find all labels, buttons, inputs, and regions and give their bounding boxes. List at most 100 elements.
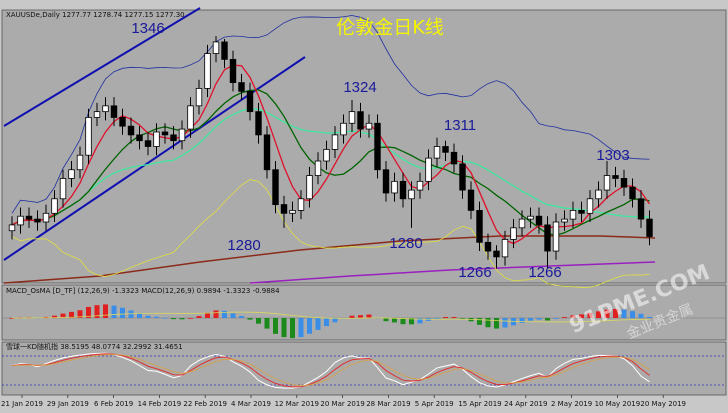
macd-bar: [400, 318, 406, 325]
candle-body: [348, 111, 356, 124]
macd-bar: [553, 318, 559, 319]
candle-body: [17, 215, 24, 226]
macd-bar: [536, 318, 542, 320]
candle-body: [467, 189, 475, 211]
channel-line: [3, 56, 306, 261]
ma-10: [11, 89, 650, 236]
macd-bar: [290, 318, 295, 339]
channel-line: [3, 7, 201, 127]
macd-bar: [222, 310, 227, 318]
macd-bar: [256, 318, 261, 324]
macd-bar: [451, 316, 457, 318]
candle-body: [110, 105, 118, 118]
macd-bar: [596, 311, 601, 318]
chart-title: 伦敦金日K线: [336, 17, 443, 39]
candle-body: [229, 58, 237, 84]
x-tick-label: 21 Jan 2019: [1, 400, 43, 408]
candle-body: [59, 178, 67, 200]
candle-body: [272, 169, 279, 205]
macd-bar: [230, 313, 236, 318]
candle-body: [280, 204, 288, 214]
macd-bar: [528, 318, 533, 321]
candle-body: [102, 105, 109, 113]
candle-body: [518, 218, 526, 229]
candle-body: [204, 53, 211, 89]
candle-body: [119, 117, 126, 127]
macd-label: MACD_OsMA [D_TF] (12,26,9) -1.3323 MACD(…: [6, 287, 280, 295]
macd-bar: [69, 311, 74, 318]
candle-body: [391, 180, 398, 194]
candle-body: [297, 198, 305, 211]
candle-body: [170, 134, 177, 142]
price-annotation: 1346: [131, 20, 164, 37]
macd-bar: [273, 318, 278, 334]
candle-body: [510, 227, 517, 240]
macd-bar: [247, 318, 253, 320]
macd-bar: [239, 316, 244, 318]
macd-bar: [120, 307, 125, 318]
ma-20: [11, 107, 650, 226]
macd-bar: [307, 318, 312, 334]
candle-body: [450, 151, 458, 165]
candle-body: [289, 209, 296, 214]
x-tick-label: 14 Feb 2019: [138, 400, 182, 408]
candle-body: [484, 241, 492, 252]
candle-body: [535, 215, 543, 226]
candle-body: [42, 212, 50, 223]
candle-body: [382, 169, 390, 194]
macd-bar: [111, 305, 117, 318]
candle-body: [646, 218, 653, 237]
macd-bar: [332, 318, 338, 323]
candle-body: [374, 122, 381, 171]
band-upper: [11, 15, 650, 214]
candle-body: [246, 90, 254, 113]
candle-body: [144, 140, 152, 147]
candle-body: [637, 198, 645, 220]
candle-body: [586, 198, 594, 214]
candle-body: [314, 160, 322, 176]
x-tick-label: 10 May 2019: [595, 400, 641, 408]
macd-bar: [562, 317, 567, 318]
macd-bar: [162, 317, 168, 319]
candle-body: [357, 111, 364, 130]
x-tick-label: 28 Mar 2019: [366, 400, 410, 408]
x-tick-label: 5 Apr 2019: [415, 400, 454, 408]
price-annotation: 1303: [596, 147, 629, 164]
candle-body: [433, 146, 441, 159]
x-tick-label: 24 Apr 2019: [504, 400, 547, 408]
candle-body: [306, 175, 313, 200]
macd-bar: [188, 317, 193, 319]
macd-bar: [409, 318, 414, 325]
macd-bar: [77, 310, 83, 318]
candle-body: [212, 41, 220, 54]
candle-body: [527, 215, 534, 220]
candle-body: [178, 128, 186, 142]
long-ma: [249, 261, 656, 284]
candle-body: [331, 134, 339, 150]
candle-body: [323, 149, 330, 162]
candle-body: [195, 88, 203, 107]
candle-body: [161, 131, 169, 136]
band-lower: [11, 179, 650, 288]
candle-body: [629, 186, 636, 200]
candle-body: [408, 189, 415, 200]
macd-bar: [647, 316, 652, 318]
macd-bar: [264, 318, 270, 329]
macd-bar: [485, 318, 491, 328]
macd-bar: [358, 315, 363, 318]
candle-body: [51, 198, 58, 214]
macd-bar: [519, 318, 525, 323]
price-annotation: 1280: [227, 237, 260, 254]
candle-body: [416, 180, 424, 191]
candle-body: [595, 189, 602, 200]
candle-body: [76, 154, 84, 171]
candle-body: [399, 180, 407, 200]
macd-bar: [128, 310, 134, 318]
ma-5: [11, 64, 651, 245]
macd-bar: [315, 318, 321, 330]
x-tick-label: 6 Feb 2019: [94, 400, 133, 408]
candle-body: [153, 131, 160, 147]
macd-bar: [604, 309, 610, 318]
x-tick-label: 20 Mar 2019: [320, 400, 364, 408]
